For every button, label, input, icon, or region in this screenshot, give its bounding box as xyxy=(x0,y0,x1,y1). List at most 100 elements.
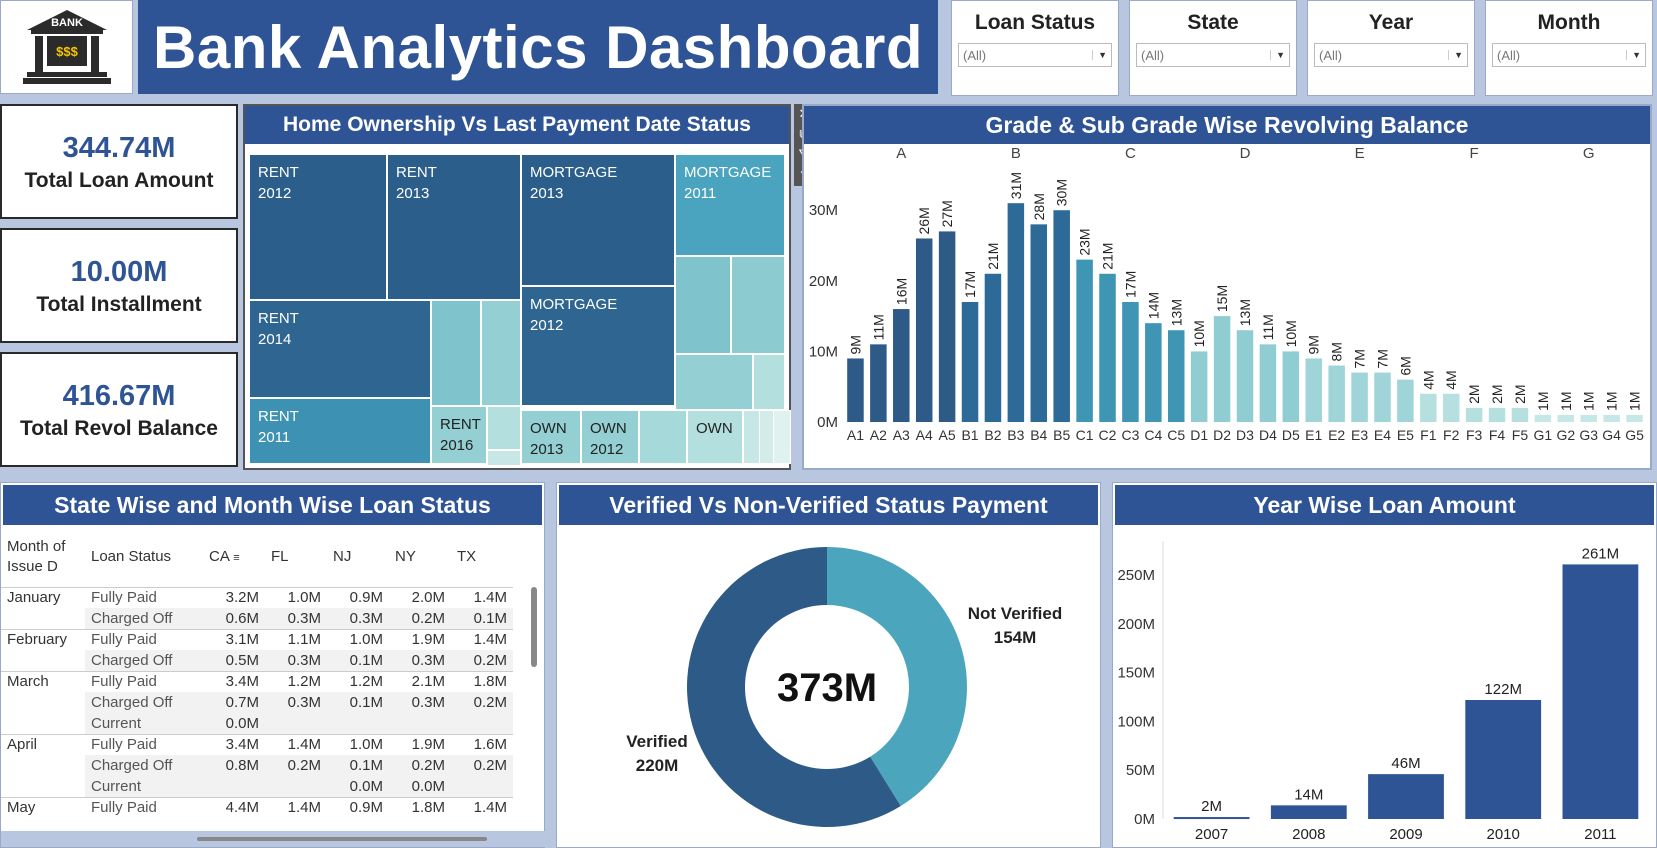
cell-month xyxy=(1,776,85,797)
bar[interactable] xyxy=(1076,259,1093,422)
data-label: 8M xyxy=(1329,342,1345,361)
bar[interactable] xyxy=(1603,414,1620,422)
table-row: Current 0.0M xyxy=(1,713,513,734)
treemap-cell[interactable]: MORTGAGE 2013 xyxy=(521,154,675,286)
treemap-cell[interactable] xyxy=(487,406,521,450)
cell-value: 0.2M xyxy=(451,692,513,713)
bar[interactable] xyxy=(1213,316,1231,422)
x-tick-label: E5 xyxy=(1397,427,1414,443)
bar[interactable] xyxy=(1282,351,1300,422)
treemap-cell[interactable]: OWN xyxy=(687,410,743,464)
treemap-cell[interactable]: OWN 2012 xyxy=(581,410,639,464)
bar[interactable] xyxy=(1053,210,1070,422)
treemap-cell[interactable]: OWN 2013 xyxy=(521,410,581,464)
cell-value: 4.4M xyxy=(203,796,265,818)
treemap-cell[interactable] xyxy=(639,410,687,464)
treemap-cell[interactable] xyxy=(675,256,731,354)
donut-slice[interactable] xyxy=(827,547,967,807)
bar[interactable] xyxy=(870,344,887,422)
bar[interactable] xyxy=(893,309,910,422)
treemap-cell[interactable]: MORTGAGE 2011 xyxy=(675,154,785,256)
bar[interactable] xyxy=(1122,302,1139,422)
vertical-scrollbar[interactable] xyxy=(531,587,537,667)
treemap-cell[interactable]: RENT 2011 xyxy=(249,398,431,464)
header-loan-status[interactable]: Loan Status xyxy=(91,548,172,566)
header-fl[interactable]: FL xyxy=(271,548,289,566)
horizontal-scrollbar[interactable] xyxy=(197,837,487,841)
treemap-cell[interactable] xyxy=(731,256,785,354)
cell-month: April xyxy=(1,733,85,755)
x-tick-label: 2008 xyxy=(1292,826,1325,843)
bar[interactable] xyxy=(1145,323,1162,422)
data-label: 17M xyxy=(1122,271,1138,298)
kpi-label: Total Revol Balance xyxy=(19,417,218,440)
header-nj[interactable]: NJ xyxy=(333,548,352,566)
kpi-total-revol-balance: 416.67M Total Revol Balance xyxy=(0,352,238,467)
cell-value: 2.0M xyxy=(389,586,451,608)
treemap-cell[interactable] xyxy=(431,300,481,406)
year-dropdown[interactable]: (All) ▼ xyxy=(1314,43,1468,67)
bar[interactable] xyxy=(1488,407,1506,422)
treemap-cell[interactable] xyxy=(487,450,521,466)
bar[interactable] xyxy=(1173,817,1250,820)
data-label: 13M xyxy=(1237,299,1253,326)
data-label: 14M xyxy=(1145,292,1161,319)
bar[interactable] xyxy=(1030,224,1048,422)
treemap-cell[interactable] xyxy=(675,354,753,410)
bar[interactable] xyxy=(1259,344,1277,422)
bar[interactable] xyxy=(938,231,956,422)
bar[interactable] xyxy=(1270,805,1347,819)
bar[interactable] xyxy=(1465,699,1542,819)
bar[interactable] xyxy=(1374,372,1391,422)
bar[interactable] xyxy=(1236,330,1254,422)
bar[interactable] xyxy=(1190,351,1208,422)
bar[interactable] xyxy=(1099,273,1116,422)
treemap-cell[interactable]: RENT 2012 xyxy=(249,154,387,300)
bar[interactable] xyxy=(1442,393,1460,422)
bar[interactable] xyxy=(1305,358,1322,422)
month-dropdown[interactable]: (All) ▼ xyxy=(1492,43,1646,67)
state-dropdown[interactable]: (All) ▼ xyxy=(1136,43,1290,67)
bar[interactable] xyxy=(1557,414,1575,422)
bar[interactable] xyxy=(1534,414,1552,422)
bar[interactable] xyxy=(1328,365,1345,422)
treemap-cell[interactable]: RENT 2013 xyxy=(387,154,521,300)
cell-value xyxy=(451,776,513,797)
bar[interactable] xyxy=(1511,407,1529,422)
x-tick-label: C3 xyxy=(1121,427,1139,443)
bar[interactable] xyxy=(1168,330,1185,422)
bar[interactable] xyxy=(961,302,979,422)
bar[interactable] xyxy=(984,273,1002,422)
bar[interactable] xyxy=(1397,379,1414,422)
bar[interactable] xyxy=(1007,203,1025,422)
treemap-cell[interactable]: RENT 2016 xyxy=(431,406,487,464)
bar[interactable] xyxy=(1351,372,1368,422)
treemap-cell[interactable] xyxy=(773,410,791,464)
header-label: CA xyxy=(209,548,230,566)
treemap-cell[interactable] xyxy=(753,354,785,410)
treemap-cell[interactable]: RENT 2014 xyxy=(249,300,431,398)
sort-icon[interactable]: ≡ xyxy=(233,552,240,565)
donut-slice[interactable] xyxy=(686,547,901,827)
data-label: 30M xyxy=(1054,179,1070,206)
bar[interactable] xyxy=(847,358,864,422)
bar[interactable] xyxy=(1562,564,1639,819)
bar[interactable] xyxy=(1626,414,1643,422)
bar[interactable] xyxy=(915,238,933,422)
header-month[interactable]: Month of Issue D xyxy=(7,537,66,575)
bar[interactable] xyxy=(1580,414,1597,422)
header-ny[interactable]: NY xyxy=(395,548,416,566)
cell-status: Charged Off xyxy=(85,650,203,671)
bar[interactable] xyxy=(1465,407,1483,422)
cell-label: MORTGAGE xyxy=(530,296,618,313)
header-tx[interactable]: TX xyxy=(457,548,477,566)
chevron-down-icon: ▼ xyxy=(1270,50,1285,60)
data-label: 7M xyxy=(1352,349,1368,368)
bar[interactable] xyxy=(1368,774,1444,819)
header-ca[interactable]: CA ≡ xyxy=(203,527,265,587)
bar[interactable] xyxy=(1420,393,1437,422)
treemap-cell[interactable]: MORTGAGE 2012 xyxy=(521,286,675,406)
treemap-cell[interactable] xyxy=(481,300,521,406)
loan-status-dropdown[interactable]: (All) ▼ xyxy=(958,43,1112,67)
cell-value: 0.8M xyxy=(203,755,265,776)
